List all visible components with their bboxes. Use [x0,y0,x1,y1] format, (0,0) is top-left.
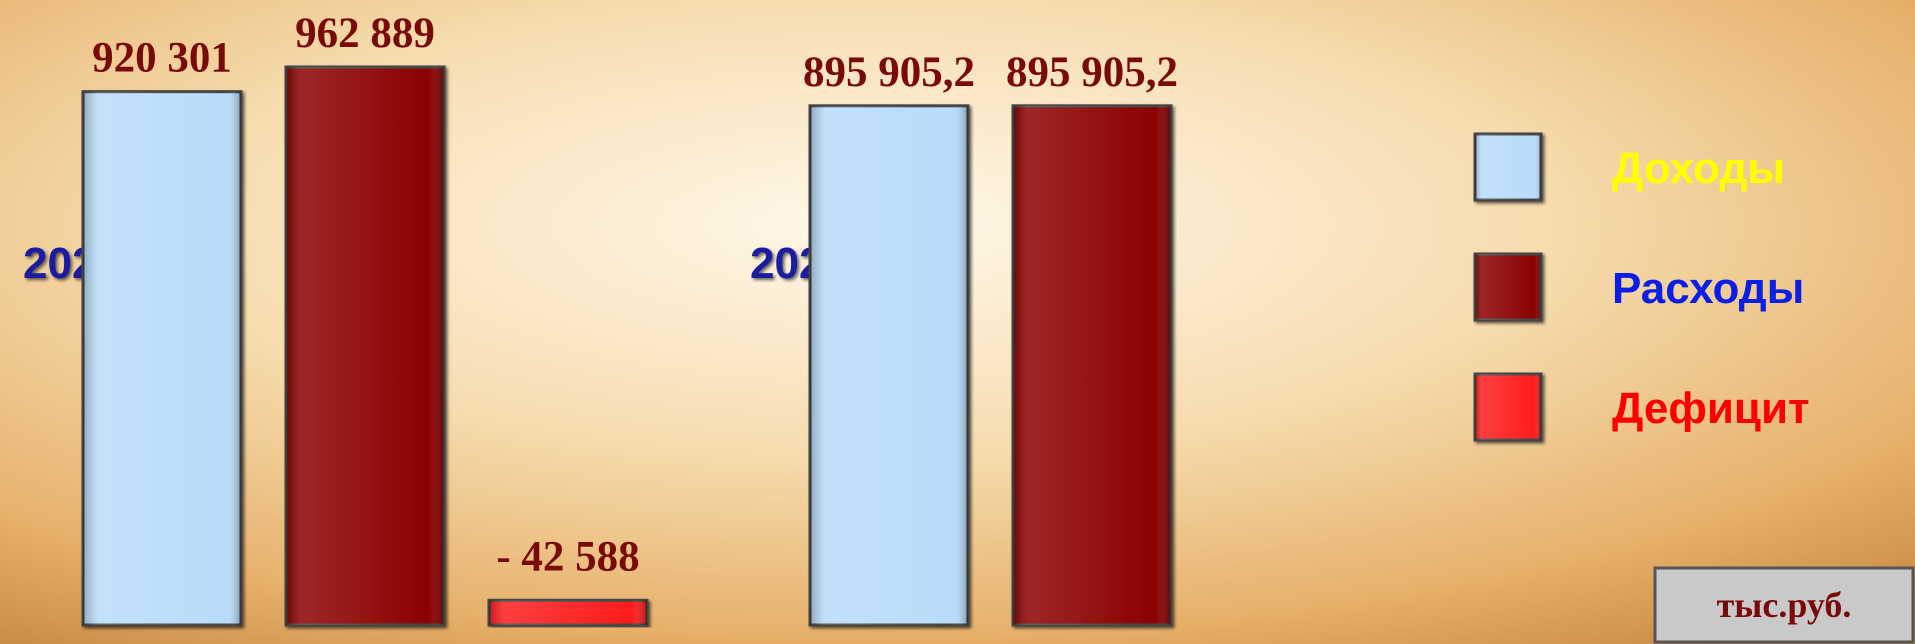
bar-gloss [810,105,968,626]
unit-box [1653,566,1915,644]
legend-label: Расходы [1612,264,1804,313]
legend-label: Дефицит [1612,384,1810,433]
bar-gloss [489,600,647,625]
value-label: 895 905,2 [803,49,975,96]
unit-label: тыс.руб. [1717,585,1852,625]
legend-label: Доходы [1612,144,1785,193]
value-label: 962 889 [295,10,435,57]
value-label: - 42 588 [496,533,639,580]
value-label: 895 905,2 [1006,49,1178,96]
legend-swatch-gloss [1475,134,1541,200]
bar-gloss [286,67,444,625]
value-label: 920 301 [92,35,232,82]
bar-gloss [1013,105,1171,626]
bar-gloss [83,91,241,626]
legend-swatch-gloss [1475,254,1541,320]
legend-swatch-gloss [1475,374,1541,440]
